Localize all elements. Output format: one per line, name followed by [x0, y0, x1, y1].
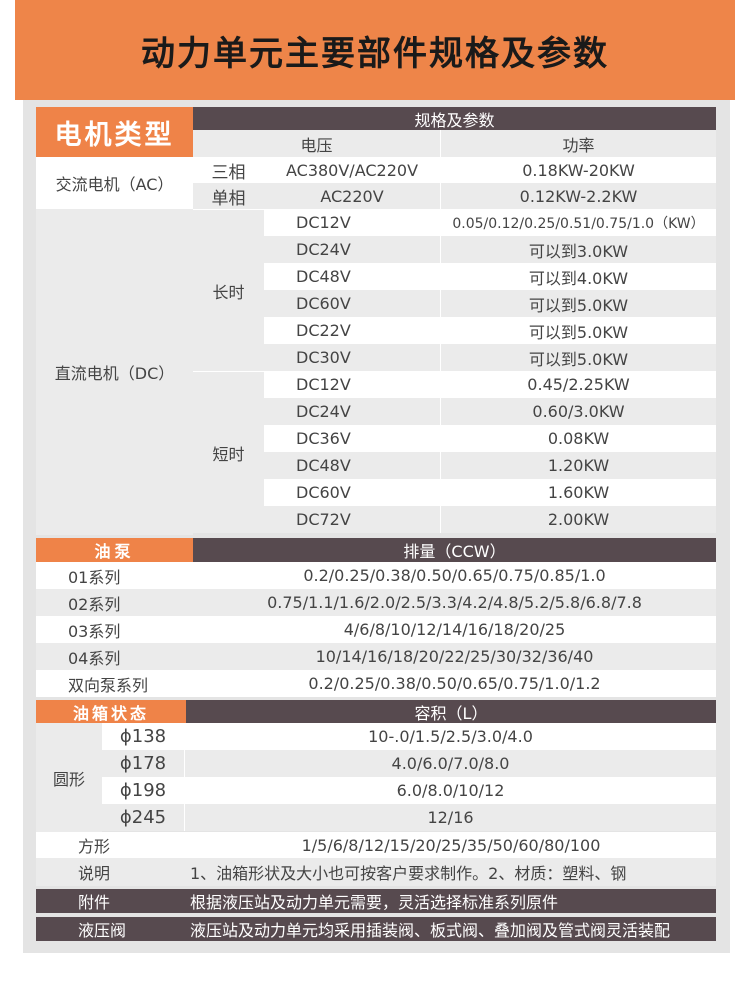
title-banner: 动力单元主要部件规格及参数 — [15, 0, 735, 100]
dc-voltage: DC48V — [264, 263, 440, 290]
dc-voltage: DC72V — [264, 506, 440, 533]
tank-diameter: ϕ245 — [102, 804, 184, 831]
motor-type-header: 电机类型 — [36, 107, 193, 157]
dc-power: 可以到3.0KW — [440, 236, 716, 263]
dc-voltage: DC48V — [264, 452, 440, 479]
dc-motor-label: 直流电机（DC） — [36, 209, 193, 535]
dc-power: 0.08KW — [440, 425, 716, 452]
valve-text: 液压站及动力单元均采用插装阀、板式阀、叠加阀及管式阀灵活装配 — [186, 917, 716, 941]
phase-label: 单相 — [193, 183, 264, 209]
pump-series: 02系列 — [36, 589, 193, 616]
pump-series: 03系列 — [36, 616, 193, 643]
tank-header: 油箱状态 — [36, 700, 186, 723]
spec-header: 规格及参数 — [193, 107, 716, 130]
dc-power: 1.60KW — [440, 479, 716, 506]
duration-label: 短时 — [193, 371, 264, 533]
dc-voltage: DC24V — [264, 398, 440, 425]
dc-power: 0.60/3.0KW — [440, 398, 716, 425]
tank-diameter: ϕ198 — [102, 777, 184, 804]
phase-label: 三相 — [193, 157, 264, 183]
tank-volume: 6.0/8.0/10/12 — [184, 777, 716, 804]
dc-power: 可以到5.0KW — [440, 344, 716, 371]
dc-power: 1.20KW — [440, 452, 716, 479]
duration-label: 长时 — [193, 209, 264, 371]
dc-voltage: DC60V — [264, 479, 440, 506]
pump-series: 04系列 — [36, 643, 193, 670]
tank-diameter: ϕ178 — [102, 750, 184, 777]
voltage-column-header: 电压 — [193, 130, 440, 157]
pump-series: 01系列 — [36, 562, 193, 589]
ac-power: 0.12KW-2.2KW — [440, 183, 716, 209]
pump-series: 双向泵系列 — [36, 670, 193, 697]
square-tank-volume: 1/5/6/8/12/15/20/25/35/50/60/80/100 — [186, 832, 716, 858]
dc-power: 可以到4.0KW — [440, 263, 716, 290]
pump-displacement: 0.2/0.25/0.38/0.50/0.65/0.75/0.85/1.0 — [193, 562, 716, 589]
note-text: 1、油箱形状及大小也可按客户要求制作。2、材质：塑料、钢 — [186, 858, 716, 886]
pump-displacement: 4/6/8/10/12/14/16/18/20/25 — [193, 616, 716, 643]
page-title: 动力单元主要部件规格及参数 — [141, 33, 609, 74]
pump-displacement: 0.75/1.1/1.6/2.0/2.5/3.3/4.2/4.8/5.2/5.8… — [193, 589, 716, 616]
dc-voltage: DC60V — [264, 290, 440, 317]
square-tank-label: 方形 — [36, 832, 186, 858]
ac-voltage: AC220V — [264, 183, 440, 209]
pump-header: 油泵 — [36, 538, 193, 562]
displacement-header: 排量（CCW） — [193, 538, 716, 562]
valve-label: 液压阀 — [36, 917, 186, 941]
dc-power: 0.05/0.12/0.25/0.51/0.75/1.0（KW） — [440, 209, 716, 236]
round-tank-label: 圆形 — [36, 723, 102, 832]
dc-voltage: DC22V — [264, 317, 440, 344]
accessories-label: 附件 — [36, 889, 186, 913]
dc-power: 可以到5.0KW — [440, 290, 716, 317]
pump-displacement: 0.2/0.25/0.38/0.50/0.65/0.75/1.0/1.2 — [193, 670, 716, 697]
dc-power: 可以到5.0KW — [440, 317, 716, 344]
ac-voltage: AC380V/AC220V — [264, 157, 440, 183]
dc-power: 0.45/2.25KW — [440, 371, 716, 398]
volume-header: 容积（L） — [186, 700, 716, 723]
tank-volume: 4.0/6.0/7.0/8.0 — [184, 750, 716, 777]
note-label: 说明 — [36, 858, 186, 886]
dc-voltage: DC36V — [264, 425, 440, 452]
dc-voltage: DC12V — [264, 209, 440, 236]
dc-power: 2.00KW — [440, 506, 716, 533]
ac-power: 0.18KW-20KW — [440, 157, 716, 183]
dc-voltage: DC24V — [264, 236, 440, 263]
dc-voltage: DC30V — [264, 344, 440, 371]
dc-voltage: DC12V — [264, 371, 440, 398]
power-column-header: 功率 — [440, 130, 716, 157]
tank-volume: 12/16 — [184, 804, 716, 831]
pump-displacement: 10/14/16/18/20/22/25/30/32/36/40 — [193, 643, 716, 670]
accessories-text: 根据液压站及动力单元需要，灵活选择标准系列原件 — [186, 889, 716, 913]
tank-volume: 10-.0/1.5/2.5/3.0/4.0 — [184, 723, 716, 750]
tank-diameter: ϕ138 — [102, 723, 184, 750]
ac-motor-label: 交流电机（AC） — [36, 157, 193, 209]
